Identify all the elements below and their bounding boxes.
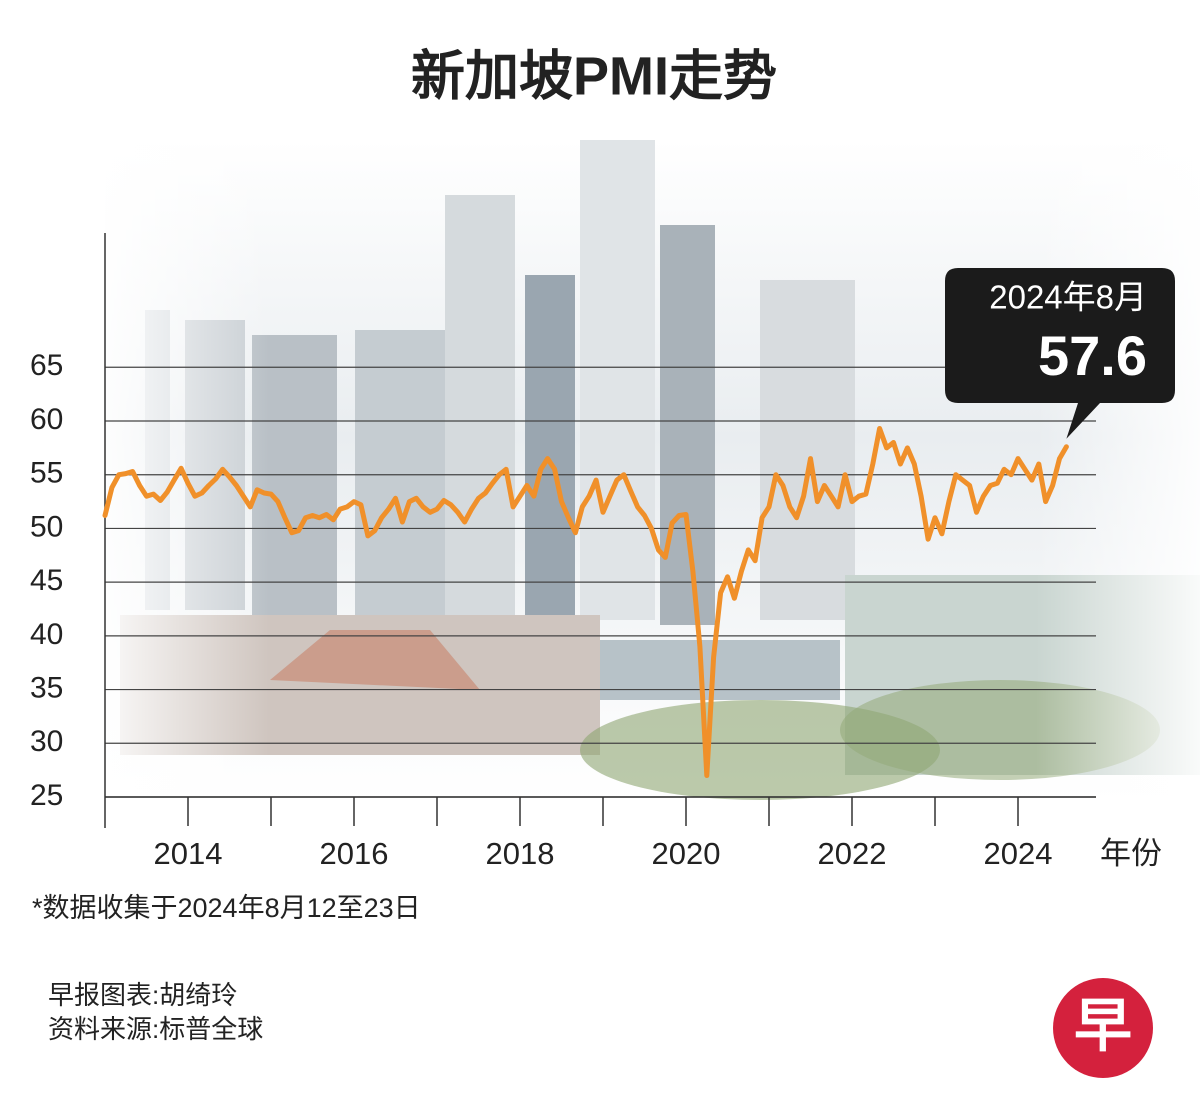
footnote: *数据收集于2024年8月12至23日 xyxy=(32,893,421,923)
logo-text: 早 xyxy=(1074,993,1132,1058)
y-tick-label: 65 xyxy=(30,349,63,382)
y-tick-label: 55 xyxy=(30,457,63,490)
x-tick-label: 2014 xyxy=(154,836,223,871)
y-tick-label: 30 xyxy=(30,725,63,758)
credit: 早报图表:胡绮玲 xyxy=(48,980,237,1010)
x-tick-label: 2018 xyxy=(486,836,555,871)
annotation-value: 57.6 xyxy=(1038,324,1147,387)
y-tick-label: 45 xyxy=(30,564,63,597)
callout xyxy=(945,268,1175,439)
x-tick-label: 2016 xyxy=(320,836,389,871)
x-tick-label: 2024 xyxy=(984,836,1053,871)
x-tick-label: 2020 xyxy=(652,836,721,871)
credit: 资料来源:标普全球 xyxy=(48,1014,263,1044)
y-tick-label: 25 xyxy=(30,779,63,812)
logo xyxy=(1053,978,1153,1078)
x-tick-label: 2022 xyxy=(818,836,887,871)
line xyxy=(102,426,1069,778)
annotation-label: 2024年8月 xyxy=(989,279,1147,316)
chart-title: 新加坡PMI走势 xyxy=(411,46,777,106)
y-tick-label: 50 xyxy=(30,510,63,543)
y-tick-label: 40 xyxy=(30,618,63,651)
y-tick-label: 60 xyxy=(30,403,63,436)
y-tick-label: 35 xyxy=(30,671,63,704)
x-axis-label: 年份 xyxy=(1100,836,1162,871)
